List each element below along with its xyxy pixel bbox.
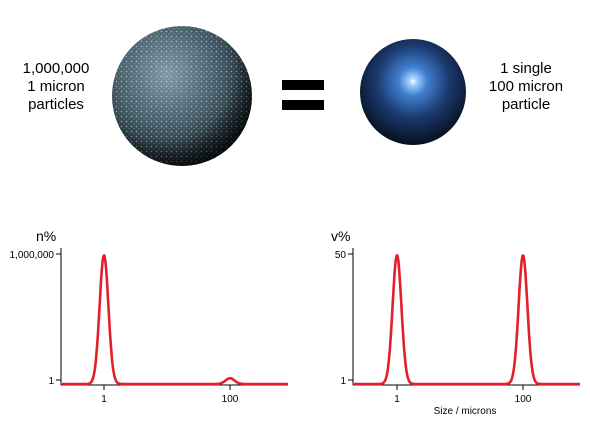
number-distribution-curve [61, 254, 289, 386]
right-label-line-2: 100 micron [488, 78, 564, 95]
equals-sign-icon [282, 78, 324, 112]
number-distribution-chart: n% 1,000,000 1 1 100 [10, 228, 289, 405]
volume-distribution-chart: v% 50 1 1 100 Size / microns [331, 228, 581, 417]
y-axis-label: v% [331, 228, 350, 244]
left-label-line-1: 1,000,000 [22, 60, 90, 77]
y-tick-label-bottom: 1 [48, 376, 54, 387]
left-label-line-3: particles [28, 96, 84, 113]
right-label-line-3: particle [501, 96, 551, 113]
left-particles-label: 1,000,000 1 micron particles [12, 60, 100, 114]
volume-distribution-curve [353, 254, 581, 386]
x-tick-label-1: 1 [101, 394, 107, 405]
x-tick-label-100: 100 [515, 394, 532, 405]
y-tick-label-top: 50 [335, 250, 347, 261]
y-tick-label-bottom: 1 [340, 376, 346, 387]
right-particle-label: 1 single 100 micron particle [474, 60, 578, 114]
y-tick-label-top: 1,000,000 [10, 250, 55, 261]
x-tick-label-1: 1 [394, 394, 400, 405]
y-axis-label: n% [36, 228, 56, 244]
right-label-line-1: 1 single [500, 60, 552, 77]
many-particles-sphere [112, 26, 252, 166]
x-tick-label-100: 100 [222, 394, 239, 405]
left-label-line-2: 1 micron [27, 78, 85, 95]
single-particle-sphere [360, 39, 466, 145]
x-axis-label: Size / microns [434, 406, 497, 417]
